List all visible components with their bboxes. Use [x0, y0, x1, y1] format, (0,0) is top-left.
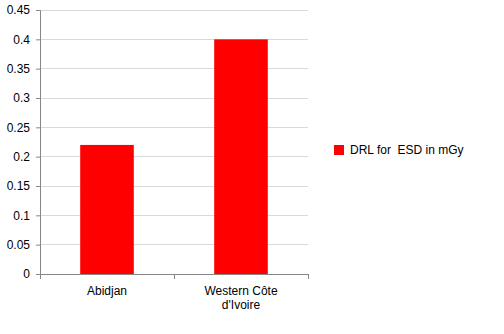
- y-tick-mark: [36, 215, 40, 216]
- y-tick-mark: [36, 157, 40, 158]
- legend-item: DRL for ESD in mGy: [334, 143, 464, 157]
- y-tick-label: 0.25: [7, 121, 31, 135]
- x-boundary-tick: [40, 274, 41, 279]
- y-tick: 0.4: [13, 33, 40, 47]
- y-tick-label: 0.2: [13, 150, 30, 164]
- y-tick-label: 0.4: [13, 33, 30, 47]
- y-tick-mark: [36, 98, 40, 99]
- x-axis: Abidjan Western Côted'Ivoire: [41, 274, 309, 312]
- y-tick-mark: [36, 69, 40, 70]
- x-tick: Abidjan: [87, 274, 127, 298]
- x-boundary-tick: [174, 274, 175, 279]
- y-tick-label: 0.05: [7, 238, 31, 252]
- y-tick: 0.3: [13, 91, 40, 105]
- y-tick: 0.05: [7, 238, 40, 252]
- y-axis: 0 0.05 0.1 0.15 0.2 0.25 0.3 0.35 0.4 0.45: [7, 3, 41, 281]
- y-tick: 0.45: [7, 3, 40, 17]
- y-tick: 0.2: [13, 150, 40, 164]
- bar: [214, 39, 268, 274]
- y-axis-line: [36, 11, 41, 275]
- bar: [80, 145, 134, 274]
- bars: [80, 39, 268, 274]
- y-tick-mark: [36, 39, 40, 40]
- y-tick-label: 0.3: [13, 91, 30, 105]
- y-tick: 0.15: [7, 179, 40, 193]
- chart: 0 0.05 0.1 0.15 0.2 0.25 0.3 0.35 0.4 0.45 Abidjan…: [0, 0, 504, 334]
- legend-swatch: [334, 145, 344, 155]
- x-tick-label: Western Côted'Ivoire: [204, 284, 277, 312]
- x-boundary-tick: [308, 274, 309, 279]
- y-tick: 0.35: [7, 62, 40, 76]
- y-tick-mark: [36, 10, 40, 11]
- y-tick-label: 0.1: [13, 209, 30, 223]
- y-tick: 0.1: [13, 209, 40, 223]
- y-tick-mark: [36, 274, 40, 275]
- y-tick: 0.25: [7, 121, 40, 135]
- grid-line: [40, 10, 308, 11]
- grid: [40, 10, 308, 274]
- y-tick-mark: [36, 186, 40, 187]
- y-tick-label: 0.35: [7, 62, 31, 76]
- y-tick-label: 0.45: [7, 3, 31, 17]
- x-tick-label: Abidjan: [87, 284, 127, 298]
- y-tick-label: 0.15: [7, 179, 31, 193]
- y-tick-label: 0: [23, 267, 30, 281]
- x-boundary-ticks: [40, 274, 308, 279]
- y-tick-mark: [36, 245, 40, 246]
- legend-label: DRL for ESD in mGy: [350, 143, 464, 157]
- legend: DRL for ESD in mGy: [334, 143, 464, 157]
- y-tick: 0: [23, 267, 40, 281]
- x-tick: Western Côted'Ivoire: [204, 274, 277, 312]
- plot: 0 0.05 0.1 0.15 0.2 0.25 0.3 0.35 0.4 0.45 Abidjan…: [7, 3, 309, 312]
- y-tick-mark: [36, 127, 40, 128]
